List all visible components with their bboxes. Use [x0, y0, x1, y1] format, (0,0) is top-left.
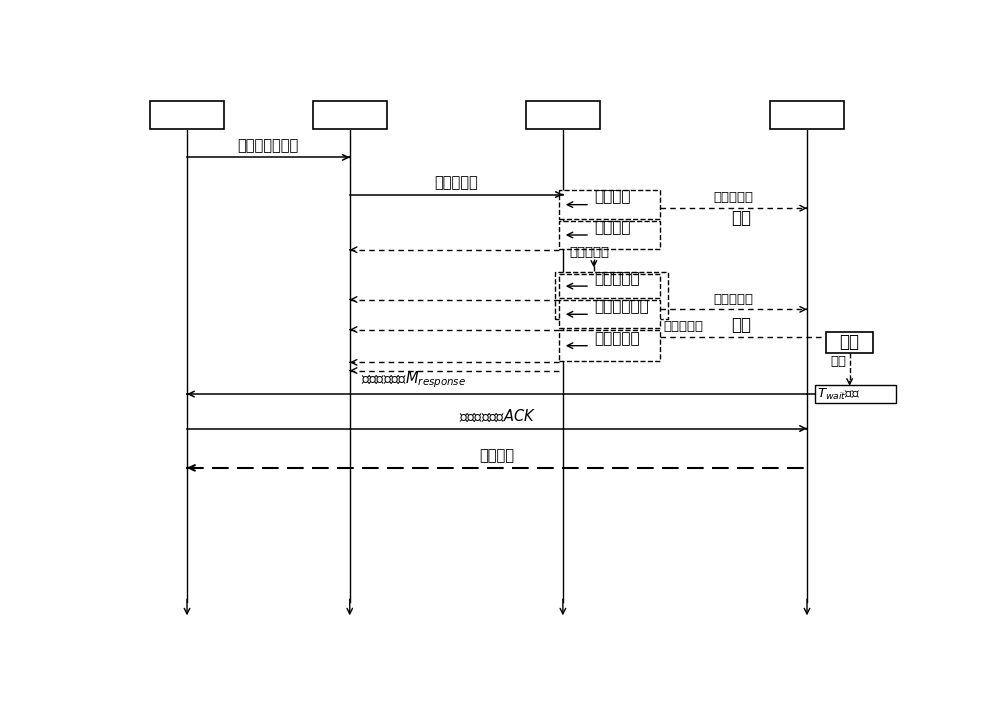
- Text: 转发: 转发: [731, 316, 751, 334]
- Text: 服务器: 服务器: [791, 106, 823, 124]
- Bar: [559, 274, 660, 298]
- Bar: [526, 101, 600, 129]
- Text: $T_{wait}$计时: $T_{wait}$计时: [817, 386, 861, 402]
- Text: 路由器: 路由器: [334, 106, 366, 124]
- Text: 判定为正常: 判定为正常: [713, 192, 753, 204]
- Bar: [559, 330, 660, 361]
- Text: 判定为异常: 判定为异常: [569, 246, 609, 258]
- Text: 发送请求数据包: 发送请求数据包: [238, 138, 299, 153]
- Bar: [555, 272, 668, 320]
- Text: 初级检测: 初级检测: [594, 220, 630, 235]
- Bar: [770, 101, 844, 129]
- Text: 发送确认信息$ACK$: 发送确认信息$ACK$: [459, 408, 535, 424]
- Text: 进一步检测: 进一步检测: [594, 331, 640, 346]
- Bar: [559, 221, 660, 249]
- Bar: [815, 385, 896, 403]
- Text: 转发数据包: 转发数据包: [434, 175, 478, 190]
- Text: 判定为正常: 判定为正常: [713, 293, 753, 305]
- Text: 数据包解析: 数据包解析: [594, 271, 640, 286]
- Bar: [313, 101, 387, 129]
- Text: 防火墙: 防火墙: [547, 106, 579, 124]
- Text: 提取关键字段: 提取关键字段: [594, 300, 649, 315]
- Text: 客户端: 客户端: [171, 106, 203, 124]
- Bar: [559, 190, 660, 219]
- Text: 流量统计: 流量统计: [594, 190, 630, 204]
- Text: 丢弃: 丢弃: [840, 333, 860, 351]
- Text: 超时: 超时: [830, 355, 846, 368]
- Text: 建立连接: 建立连接: [480, 449, 514, 464]
- Bar: [150, 101, 224, 129]
- Bar: [826, 332, 873, 353]
- Text: 返回回复信息$M_{response}$: 返回回复信息$M_{response}$: [361, 369, 466, 390]
- Bar: [559, 300, 660, 329]
- Text: 转发: 转发: [731, 209, 751, 227]
- Text: 判定为异常: 判定为异常: [664, 320, 704, 333]
